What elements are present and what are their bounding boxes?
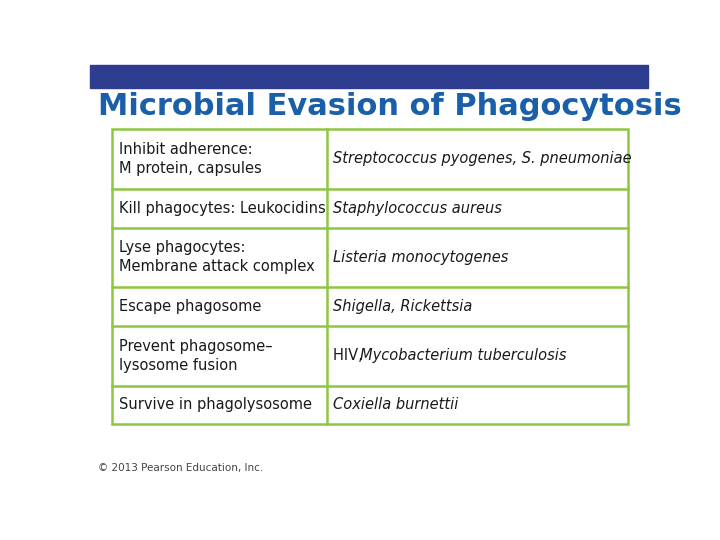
Text: Coxiella burnettii: Coxiella burnettii [333, 397, 459, 413]
Text: Shigella, Rickettsia: Shigella, Rickettsia [333, 299, 472, 314]
Text: Prevent phagosome–
lysosome fusion: Prevent phagosome– lysosome fusion [119, 339, 273, 373]
Text: Mycobacterium tuberculosis: Mycobacterium tuberculosis [360, 348, 567, 363]
Text: Survive in phagolysosome: Survive in phagolysosome [119, 397, 312, 413]
Bar [90, 65, 648, 87]
Text: HIV,: HIV, [333, 348, 368, 363]
Text: Inhibit adherence:
M protein, capsules: Inhibit adherence: M protein, capsules [119, 142, 262, 176]
Text: Lyse phagocytes:
Membrane attack complex: Lyse phagocytes: Membrane attack complex [119, 240, 315, 274]
Text: Streptococcus pyogenes, S. pneumoniae: Streptococcus pyogenes, S. pneumoniae [333, 152, 632, 166]
Text: © 2013 Pearson Education, Inc.: © 2013 Pearson Education, Inc. [99, 463, 264, 473]
Text: Escape phagosome: Escape phagosome [119, 299, 261, 314]
Text: Microbial Evasion of Phagocytosis: Microbial Evasion of Phagocytosis [99, 92, 682, 121]
Text: Listeria monocytogenes: Listeria monocytogenes [333, 250, 508, 265]
Text: Kill phagocytes: Leukocidins: Kill phagocytes: Leukocidins [119, 201, 325, 215]
Bar [112, 129, 629, 424]
Text: Staphylococcus aureus: Staphylococcus aureus [333, 201, 502, 215]
